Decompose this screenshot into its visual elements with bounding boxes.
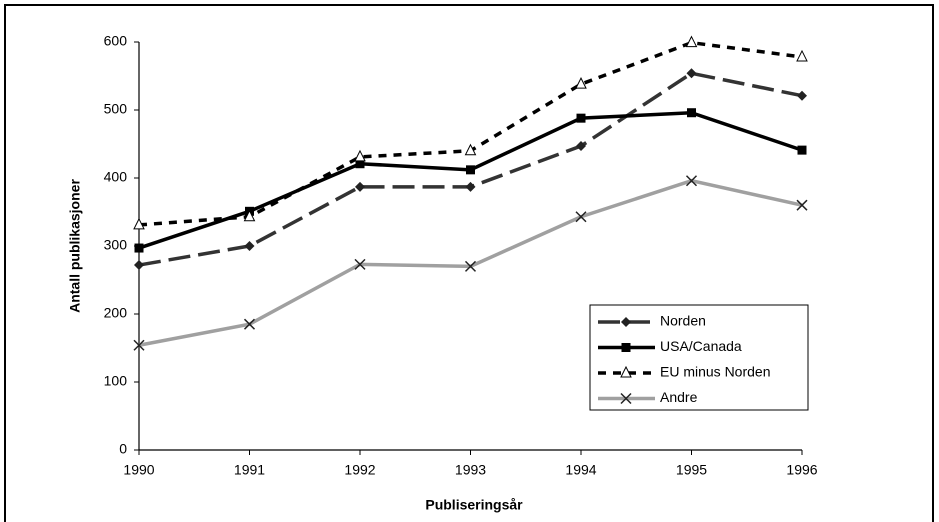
legend-label: USA/Canada [660, 338, 742, 354]
marker [464, 260, 477, 272]
x-tick-label: 1992 [344, 462, 375, 478]
frame [4, 4, 934, 522]
legend-marker [620, 392, 632, 405]
y-tick-label: 0 [119, 441, 127, 457]
marker [244, 241, 255, 251]
marker [685, 175, 698, 187]
legend-marker [621, 343, 631, 352]
legend-label: Andre [660, 389, 698, 405]
marker [465, 181, 476, 192]
series-line [138, 110, 803, 250]
marker [355, 159, 365, 169]
marker [243, 209, 256, 222]
marker [134, 260, 144, 271]
x-tick-label: 1995 [676, 462, 707, 478]
marker [575, 211, 587, 223]
marker [797, 90, 807, 101]
marker [243, 318, 256, 330]
marker [796, 199, 808, 211]
x-tick-label: 1991 [234, 462, 265, 478]
y-tick-label: 100 [104, 373, 128, 389]
legend-marker [620, 365, 632, 378]
legend-marker [621, 317, 631, 327]
y-tick-label: 600 [104, 33, 128, 49]
marker [685, 35, 698, 48]
marker [686, 68, 697, 79]
marker [133, 339, 145, 351]
marker [575, 77, 587, 89]
marker [354, 258, 366, 270]
marker [134, 243, 144, 253]
marker [354, 149, 366, 162]
x-tick-label: 1996 [786, 462, 817, 478]
x-tick-label: 1993 [455, 462, 486, 478]
marker [576, 141, 586, 152]
y-tick-label: 500 [104, 101, 128, 117]
y-tick-label: 400 [104, 169, 128, 185]
marker [464, 143, 477, 156]
y-axis-label: Antall publikasjoner [67, 179, 83, 313]
legend-label: Norden [660, 313, 706, 329]
x-axis-label: Publiseringsår [425, 497, 523, 513]
marker [796, 49, 808, 62]
marker [797, 145, 807, 155]
marker [576, 113, 586, 123]
marker [355, 181, 365, 192]
x-tick-label: 1990 [123, 462, 154, 478]
y-tick-label: 200 [104, 305, 128, 321]
series-line [138, 40, 803, 227]
marker [687, 108, 696, 118]
marker [133, 217, 145, 230]
x-tick-label: 1994 [565, 462, 596, 478]
marker [466, 165, 475, 175]
y-tick-label: 300 [104, 237, 128, 253]
legend-label: EU minus Norden [660, 364, 771, 380]
